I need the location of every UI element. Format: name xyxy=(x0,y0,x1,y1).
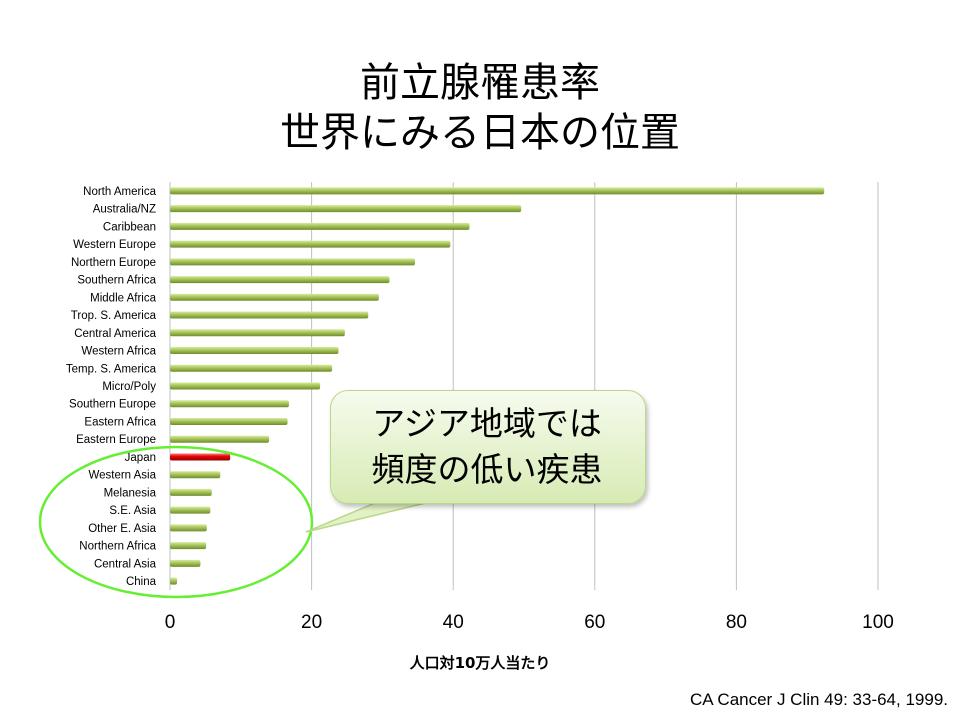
category-label: Trop. S. America xyxy=(71,310,157,322)
category-label: China xyxy=(126,576,157,588)
category-label: Caribbean xyxy=(103,221,156,233)
bar-northern-africa xyxy=(170,542,207,550)
category-label: Japan xyxy=(125,452,156,464)
category-label: Southern Europe xyxy=(69,399,156,411)
bar-western-africa xyxy=(170,347,339,355)
category-labels: North America Australia/NZ Caribbean Wester… xyxy=(66,186,157,588)
bar-china xyxy=(170,577,178,585)
category-label: S.E. Asia xyxy=(109,505,156,517)
citation: CA Cancer J Clin 49: 33-64, 1999. xyxy=(690,690,948,709)
category-label: Eastern Africa xyxy=(84,416,156,428)
x-tick-label: 80 xyxy=(726,612,747,633)
bar-western-asia xyxy=(170,471,221,479)
x-tick-label: 20 xyxy=(301,612,322,633)
category-label: Western Europe xyxy=(73,239,156,251)
category-label: Northern Africa xyxy=(79,541,156,553)
category-label: Eastern Europe xyxy=(76,434,156,446)
callout-pointer xyxy=(305,499,439,533)
category-label: Northern Europe xyxy=(71,257,156,269)
bar-northern-europe xyxy=(170,258,415,266)
bar-melanesia xyxy=(170,488,212,496)
bar-micro-poly xyxy=(170,382,321,390)
category-label: Micro/Poly xyxy=(102,381,156,393)
category-label: Temp. S. America xyxy=(66,363,157,375)
bar-temp-s-america xyxy=(170,364,333,372)
category-label: Middle Africa xyxy=(90,292,156,304)
category-label: Western Africa xyxy=(81,346,156,358)
x-tick-label: 40 xyxy=(443,612,464,633)
x-tick-label: 100 xyxy=(862,612,894,633)
category-label: Central Asia xyxy=(94,558,157,570)
bar-central-america xyxy=(170,329,345,337)
callout-text-line2: 頻度の低い疾患 xyxy=(371,450,603,489)
category-label: Other E. Asia xyxy=(88,523,156,535)
slide-title-line1: 前立腺罹患率 xyxy=(360,60,600,106)
bar-eastern-europe xyxy=(170,435,270,443)
bar-middle-africa xyxy=(170,293,379,301)
bar-southern-europe xyxy=(170,400,289,408)
bar-eastern-africa xyxy=(170,417,288,425)
category-label: Melanesia xyxy=(104,487,157,499)
slide-title-line2: 世界にみる日本の位置 xyxy=(280,110,680,156)
bar-central-asia xyxy=(170,559,201,567)
bar-north-america xyxy=(170,187,825,195)
bar-australia-nz xyxy=(170,205,522,213)
callout-text-line1: アジア地域では xyxy=(372,404,602,443)
bar-southern-africa xyxy=(170,276,390,284)
callout-box xyxy=(330,390,646,504)
x-axis-title: 人口対10万人当たり xyxy=(410,654,551,672)
category-label: Central America xyxy=(74,328,156,340)
category-label: Southern Africa xyxy=(77,275,156,287)
asia-highlight-ellipse xyxy=(38,445,314,599)
bar-other-e-asia xyxy=(170,524,207,532)
bars xyxy=(170,187,825,585)
x-tick-label: 0 xyxy=(165,612,176,633)
bar-western-europe xyxy=(170,240,451,248)
bar-japan xyxy=(170,453,231,461)
x-tick-labels: 0 20 40 60 80 100 xyxy=(165,612,894,633)
category-label: Western Asia xyxy=(88,470,156,482)
bar-caribbean xyxy=(170,222,470,230)
bar-trop-s-america xyxy=(170,311,369,319)
category-label: North America xyxy=(83,186,156,198)
category-label: Australia/NZ xyxy=(93,204,156,216)
x-tick-label: 60 xyxy=(584,612,605,633)
bar-s-e-asia xyxy=(170,506,211,514)
